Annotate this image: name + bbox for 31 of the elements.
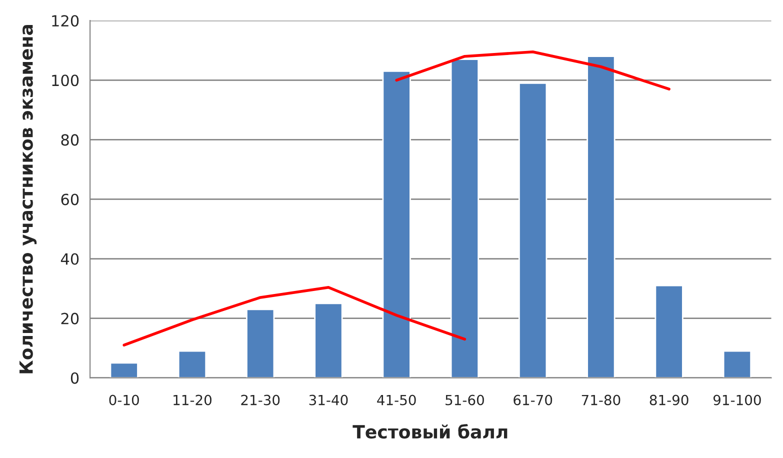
bar <box>314 302 343 378</box>
bar <box>110 362 138 378</box>
y-tick-label: 0 <box>70 372 79 384</box>
bar <box>178 350 207 378</box>
x-tick-label: 21-30 <box>241 394 280 406</box>
x-tick-label: 61-70 <box>514 394 552 406</box>
x-tick-label: 81-90 <box>650 394 688 406</box>
x-tick-label: 0-10 <box>109 394 139 406</box>
bar <box>246 308 275 378</box>
line-series <box>122 286 466 346</box>
x-tick-label: 11-20 <box>174 394 212 406</box>
x-axis-title: Тестовый балл <box>352 424 508 439</box>
x-tick-label: 91-100 <box>713 394 761 406</box>
x-tick-label: 41-50 <box>377 394 416 406</box>
x-tick-label: 51-60 <box>446 394 484 406</box>
y-tick-label: 60 <box>61 194 79 206</box>
y-tick-label: 100 <box>52 74 79 86</box>
bar <box>586 56 616 378</box>
y-tick-label: 20 <box>61 312 79 324</box>
bar <box>382 70 411 378</box>
y-axis-title: Количество участников экзамена <box>20 25 37 374</box>
y-tick-label: 120 <box>52 15 79 27</box>
y-tick-label: 40 <box>60 253 79 265</box>
y-tick-label: 80 <box>61 134 79 146</box>
x-tick-label: 31-40 <box>309 394 348 406</box>
bar <box>518 82 548 378</box>
line-series <box>395 50 670 90</box>
bar <box>654 284 684 378</box>
bar <box>722 350 752 378</box>
x-tick-label: 71-80 <box>582 394 620 406</box>
bar <box>450 58 480 378</box>
